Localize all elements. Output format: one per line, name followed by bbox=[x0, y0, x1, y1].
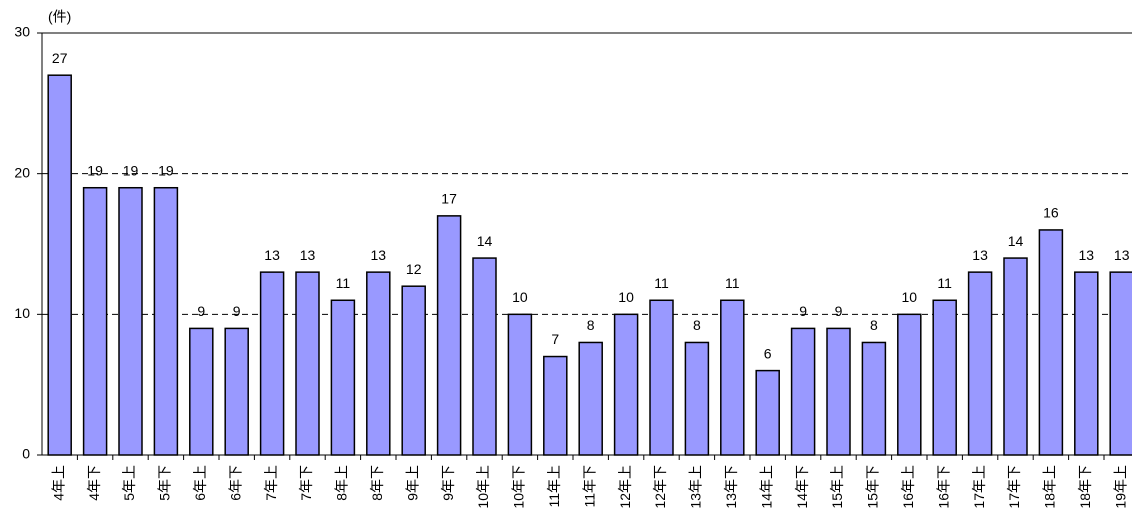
x-tick-label: 5年下 bbox=[157, 465, 173, 501]
y-tick-label: 10 bbox=[14, 305, 30, 321]
data-label: 11 bbox=[654, 275, 669, 291]
bar bbox=[295, 271, 320, 456]
y-axis-label: (件) bbox=[48, 9, 71, 25]
bar bbox=[118, 186, 143, 456]
data-label: 11 bbox=[725, 275, 740, 291]
bar bbox=[1074, 271, 1099, 456]
bar bbox=[1003, 257, 1028, 456]
data-label: 11 bbox=[336, 275, 351, 291]
data-label: 8 bbox=[870, 317, 878, 333]
bar bbox=[1109, 271, 1132, 456]
bar bbox=[366, 271, 391, 456]
data-label: 19 bbox=[123, 162, 139, 178]
x-tick-label: 12年下 bbox=[652, 465, 668, 509]
data-label: 8 bbox=[587, 317, 595, 333]
bar bbox=[330, 299, 356, 456]
bar bbox=[47, 74, 72, 456]
data-label: 9 bbox=[233, 303, 241, 319]
bar bbox=[684, 341, 710, 456]
bar bbox=[720, 299, 745, 456]
bar bbox=[578, 341, 603, 456]
x-tick-label: 17年下 bbox=[1006, 465, 1022, 509]
bar bbox=[259, 271, 285, 456]
data-label: 10 bbox=[902, 289, 918, 305]
x-tick-label: 16年上 bbox=[900, 465, 916, 509]
x-tick-label: 12年上 bbox=[617, 465, 633, 509]
data-label: 9 bbox=[799, 303, 807, 319]
data-label: 8 bbox=[693, 317, 701, 333]
bar bbox=[189, 327, 214, 456]
x-tick-label: 19年上 bbox=[1112, 465, 1128, 509]
bar bbox=[401, 285, 426, 456]
x-tick-label: 6年下 bbox=[227, 465, 243, 501]
bar bbox=[436, 215, 462, 456]
x-tick-label: 4年上 bbox=[50, 465, 66, 501]
bar bbox=[967, 271, 993, 456]
data-label: 9 bbox=[197, 303, 205, 319]
y-tick-label: 30 bbox=[14, 24, 30, 40]
data-label: 13 bbox=[371, 247, 387, 263]
bar bbox=[897, 313, 922, 456]
x-tick-label: 16年下 bbox=[935, 465, 951, 509]
bar bbox=[507, 313, 533, 456]
x-tick-label: 13年下 bbox=[723, 465, 739, 509]
y-tick-label: 20 bbox=[14, 164, 30, 180]
data-label: 16 bbox=[1043, 205, 1059, 221]
data-label: 14 bbox=[1008, 233, 1024, 249]
x-tick-label: 5年上 bbox=[121, 465, 137, 501]
bar bbox=[790, 327, 816, 456]
x-tick-label: 17年上 bbox=[971, 465, 987, 509]
bar bbox=[649, 299, 674, 456]
x-tick-label: 9年下 bbox=[440, 465, 456, 501]
x-tick-label: 10年上 bbox=[475, 465, 491, 509]
data-label: 13 bbox=[1079, 247, 1095, 263]
data-label: 7 bbox=[551, 331, 559, 347]
bar bbox=[932, 299, 957, 456]
bar bbox=[82, 186, 108, 456]
data-label: 6 bbox=[764, 345, 772, 361]
x-tick-label: 7年上 bbox=[263, 465, 279, 501]
bar bbox=[153, 186, 179, 456]
data-label: 13 bbox=[264, 247, 280, 263]
bar bbox=[861, 341, 887, 456]
x-tick-label: 9年上 bbox=[404, 465, 420, 501]
bar bbox=[543, 355, 568, 456]
bar bbox=[224, 327, 249, 456]
data-label: 10 bbox=[512, 289, 528, 305]
data-label: 13 bbox=[1114, 247, 1130, 263]
data-label: 9 bbox=[835, 303, 843, 319]
bar bbox=[755, 369, 780, 456]
bar bbox=[613, 313, 639, 456]
x-tick-label: 10年下 bbox=[511, 465, 527, 509]
x-tick-label: 7年下 bbox=[298, 465, 314, 501]
x-tick-label: 11年下 bbox=[581, 465, 597, 508]
x-tick-label: 14年下 bbox=[794, 465, 810, 509]
x-tick-label: 11年上 bbox=[546, 465, 562, 508]
x-tick-label: 8年下 bbox=[369, 465, 385, 501]
data-label: 11 bbox=[937, 275, 952, 291]
y-tick-label: 0 bbox=[22, 446, 30, 462]
data-label: 13 bbox=[300, 247, 316, 263]
x-tick-label: 13年上 bbox=[688, 465, 704, 509]
x-tick-label: 4年下 bbox=[86, 465, 102, 501]
data-label: 10 bbox=[618, 289, 634, 305]
x-tick-label: 14年上 bbox=[758, 465, 774, 509]
x-tick-label: 8年上 bbox=[334, 465, 350, 501]
data-label: 19 bbox=[87, 162, 103, 178]
data-label: 17 bbox=[441, 191, 457, 207]
bar bbox=[826, 327, 851, 456]
x-tick-label: 18年上 bbox=[1042, 465, 1058, 509]
data-label: 14 bbox=[477, 233, 493, 249]
x-tick-label: 15年上 bbox=[829, 465, 845, 509]
data-label: 12 bbox=[406, 261, 422, 277]
bar bbox=[472, 257, 497, 456]
data-label: 19 bbox=[158, 162, 174, 178]
data-label: 27 bbox=[52, 50, 68, 66]
bar bbox=[1038, 229, 1064, 456]
x-tick-label: 6年上 bbox=[192, 465, 208, 501]
x-tick-label: 15年下 bbox=[865, 465, 881, 509]
data-label: 13 bbox=[972, 247, 988, 263]
x-tick-label: 18年下 bbox=[1077, 465, 1093, 509]
